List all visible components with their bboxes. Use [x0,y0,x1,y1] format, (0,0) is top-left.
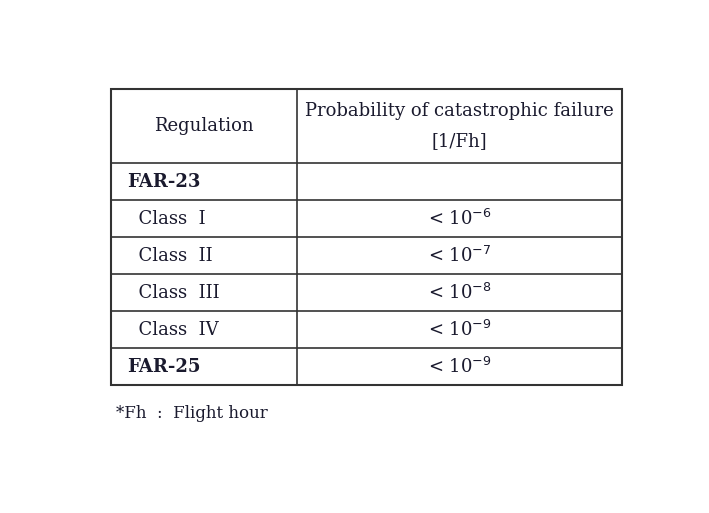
Text: < 10$^{-8}$: < 10$^{-8}$ [428,283,491,303]
Text: < 10$^{-9}$: < 10$^{-9}$ [428,320,491,340]
Text: < 10$^{-9}$: < 10$^{-9}$ [428,357,491,377]
Text: Class  II: Class II [127,247,213,265]
Text: Class  III: Class III [127,284,220,302]
Text: Class  I: Class I [127,210,206,228]
Text: < 10$^{-7}$: < 10$^{-7}$ [428,246,491,266]
Text: Regulation: Regulation [154,117,254,135]
Bar [111,89,622,385]
Text: [1/Fh]: [1/Fh] [432,132,487,150]
Text: FAR-23: FAR-23 [127,173,201,191]
Text: Probability of catastrophic failure: Probability of catastrophic failure [305,102,614,120]
Text: *Fh  :  Flight hour: *Fh : Flight hour [116,405,268,422]
Text: < 10$^{-6}$: < 10$^{-6}$ [428,209,491,229]
Text: Class  IV: Class IV [127,321,218,339]
Text: FAR-25: FAR-25 [127,358,201,376]
